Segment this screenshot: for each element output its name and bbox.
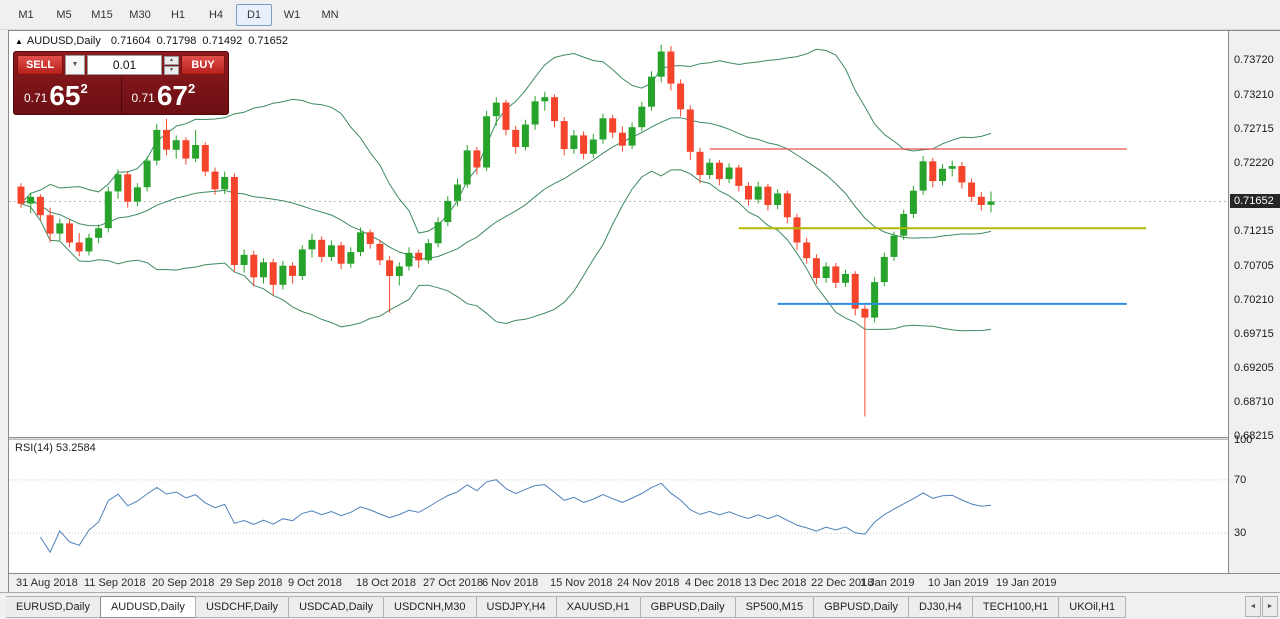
price-axis-label: 0.72715: [1234, 123, 1274, 135]
price-axis-label: 0.68710: [1234, 396, 1274, 408]
bid-pipette-digit: 2: [80, 81, 88, 96]
timeframe-button-m15[interactable]: M15: [91, 8, 113, 21]
price-axis-label: 0.70210: [1234, 294, 1274, 306]
price-axis-label: 0.73210: [1234, 89, 1274, 101]
price-axis-label: 0.69715: [1234, 328, 1274, 340]
volume-input[interactable]: 0.01: [87, 55, 162, 75]
date-axis-label: 10 Jan 2019: [928, 577, 989, 589]
buy-button[interactable]: BUY: [181, 55, 225, 75]
chart-tab-3-usdcad[interactable]: USDCAD,Daily: [288, 596, 385, 618]
tab-scroll-buttons: ◄ ►: [1245, 596, 1278, 617]
ask-big-digits: 67: [156, 80, 189, 111]
price-axis-label: 0.73720: [1234, 54, 1274, 66]
tab-scroll-right-button[interactable]: ►: [1262, 596, 1278, 617]
timeframe-button-h4[interactable]: H4: [208, 8, 224, 21]
arrow-left-icon: ◄: [1249, 603, 1257, 610]
date-axis-label: 29 Sep 2018: [220, 577, 283, 589]
chart-tab-10-dj30[interactable]: DJ30,H4: [908, 596, 973, 618]
rsi-label: RSI(14) 53.2584: [15, 442, 96, 454]
volume-dropdown-button[interactable]: ▼: [65, 55, 85, 75]
chart-tab-8-sp500[interactable]: SP500,M15: [734, 596, 815, 618]
timeframe-button-m5[interactable]: M5: [56, 8, 72, 21]
chart-title: ▲ AUDUSD,Daily 0.71604 0.71798 0.71492 0…: [15, 35, 294, 47]
main-chart-plot[interactable]: ▲ AUDUSD,Daily 0.71604 0.71798 0.71492 0…: [9, 31, 1228, 437]
date-axis-label: 24 Nov 2018: [617, 577, 680, 589]
date-axis-label: 9 Oct 2018: [288, 577, 342, 589]
chart-tab-11-tech100[interactable]: TECH100,H1: [971, 596, 1060, 618]
chart-window: ▲ AUDUSD,Daily 0.71604 0.71798 0.71492 0…: [8, 30, 1280, 593]
arrow-up-icon: ▲: [169, 56, 174, 63]
ohlc-close: 0.71652: [248, 35, 288, 47]
chevron-down-icon: ▼: [71, 61, 79, 68]
ohlc-high: 0.71798: [156, 35, 197, 47]
date-axis-label: 20 Sep 2018: [152, 577, 215, 589]
timeframe-button-m30[interactable]: M30: [129, 8, 151, 21]
chart-tab-2-usdchf[interactable]: USDCHF,Daily: [194, 596, 290, 618]
sell-button[interactable]: SELL: [17, 55, 63, 75]
timeframe-button-m1[interactable]: M1: [18, 8, 34, 21]
date-axis-label: 4 Dec 2018: [685, 577, 742, 589]
price-axis-label: 0.71215: [1234, 225, 1274, 237]
candlestick-chart-svg: [9, 44, 1228, 417]
volume-increase-button[interactable]: ▲: [164, 55, 179, 65]
chart-tab-7-gbpusd[interactable]: GBPUSD,Daily: [639, 596, 736, 618]
timeframe-button-w1[interactable]: W1: [283, 8, 301, 21]
chart-tab-4-usdcnh[interactable]: USDCNH,M30: [383, 596, 477, 618]
price-axis-label: 0.69205: [1234, 362, 1274, 374]
volume-spinner: ▲ ▼: [164, 55, 179, 75]
chart-tab-1-audusd[interactable]: AUDUSD,Daily: [99, 596, 196, 618]
date-axis-label: 11 Sep 2018: [84, 577, 146, 589]
price-axis-label: 0.70705: [1234, 260, 1274, 272]
volume-decrease-button[interactable]: ▼: [164, 65, 179, 75]
ohlc-low: 0.71492: [202, 35, 243, 47]
chart-tab-9-gbpusd[interactable]: GBPUSD,Daily: [813, 596, 910, 618]
ask-price-display: 0.71 67 2: [120, 76, 229, 114]
current-price-tag: 0.71652: [1230, 194, 1280, 208]
rsi-axis-label: 100: [1234, 434, 1253, 446]
chart-tab-6-xauusd[interactable]: XAUUSD,H1: [555, 596, 641, 618]
chart-collapse-icon[interactable]: ▲: [15, 36, 23, 46]
trade-prices-row: 0.71 65 2 0.71 67 2: [14, 76, 228, 114]
arrow-right-icon: ►: [1266, 603, 1274, 610]
chart-symbol-period: AUDUSD,Daily: [26, 35, 101, 47]
rsi-chart-svg: [9, 479, 1228, 554]
price-axis-label: 0.68215: [1234, 430, 1274, 442]
arrow-down-icon: ▼: [169, 66, 174, 73]
ohlc-open: 0.71604: [110, 35, 151, 47]
date-axis-label: 13 Dec 2018: [744, 577, 807, 589]
timeframe-toolbar: M1 M5 M15 M30 H1 H4 D1 W1 MN: [0, 0, 1280, 30]
rsi-plot[interactable]: RSI(14) 53.2584: [9, 440, 1228, 573]
date-axis-label: 22 Dec 2018: [811, 577, 874, 589]
date-axis[interactable]: 31 Aug 2018 11 Sep 2018 20 Sep 2018 29 Sep …: [9, 573, 1280, 593]
one-click-trading-panel: SELL ▼ 0.01 ▲ ▼ BUY: [13, 51, 229, 115]
chart-tab-strip: EURUSD,Daily AUDUSD,Daily USDCHF,Daily USDC…: [6, 596, 1127, 618]
chart-tab-5-usdjpy[interactable]: USDJPY,H4: [475, 596, 557, 618]
chart-tab-0-eurusd[interactable]: EURUSD,Daily: [6, 596, 101, 618]
price-axis-label: 0.72220: [1234, 157, 1274, 169]
rsi-axis-label: 70: [1234, 474, 1247, 486]
date-axis-label: 19 Jan 2019: [996, 577, 1057, 589]
date-axis-label: 31 Aug 2018: [16, 577, 78, 589]
date-axis-label: 27 Oct 2018: [423, 577, 483, 589]
trade-controls-row: SELL ▼ 0.01 ▲ ▼ BUY: [14, 52, 228, 76]
bid-big-digits: 65: [49, 80, 81, 111]
timeframe-button-d1[interactable]: D1: [236, 3, 272, 26]
chart-tab-12-ukoil[interactable]: UKOil,H1: [1058, 596, 1127, 618]
tab-scroll-left-button[interactable]: ◄: [1245, 596, 1261, 617]
date-axis-label: 1 Jan 2019: [860, 577, 915, 589]
chart-tab-bar: EURUSD,Daily AUDUSD,Daily USDCHF,Daily USDC…: [0, 592, 1280, 619]
ask-prefix: 0.71: [131, 91, 155, 105]
price-axis[interactable]: 0.71652 0.73720 0.73210 0.72715 0.72220 0.71…: [1228, 31, 1280, 573]
timeframe-button-h1[interactable]: H1: [170, 8, 186, 21]
date-axis-label: 18 Oct 2018: [356, 577, 416, 589]
pane-separator[interactable]: [9, 437, 1280, 440]
rsi-axis-label: 30: [1234, 527, 1247, 539]
ask-pipette-digit: 2: [188, 81, 196, 96]
date-axis-label: 6 Nov 2018: [482, 577, 539, 589]
bid-prefix: 0.71: [24, 91, 48, 105]
date-axis-label: 15 Nov 2018: [550, 577, 613, 589]
timeframe-button-mn[interactable]: MN: [321, 8, 339, 21]
bid-price-display: 0.71 65 2: [14, 76, 121, 114]
